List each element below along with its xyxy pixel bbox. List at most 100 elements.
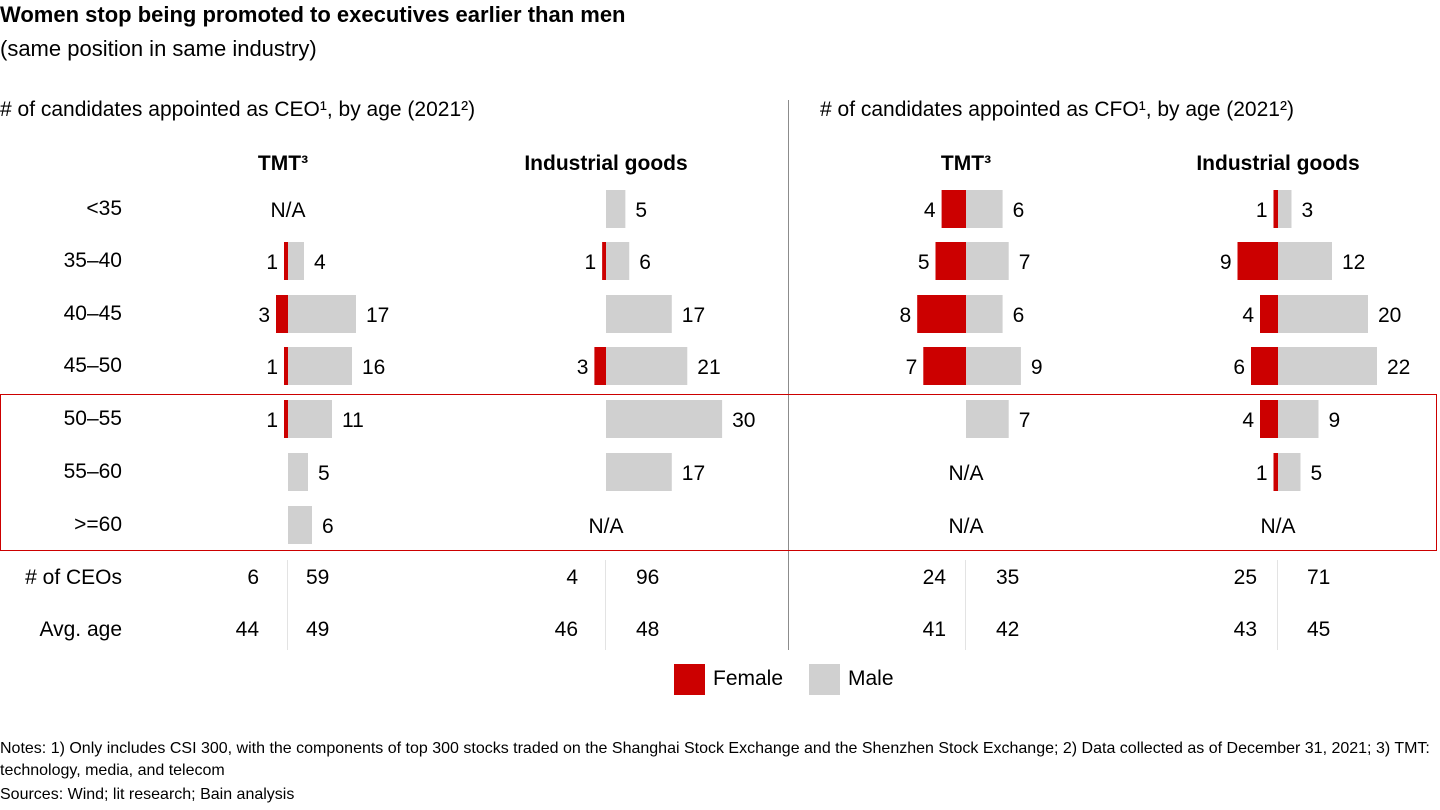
cfo-ind-female-avg: 43 — [1233, 618, 1257, 641]
cfo-industrial-male-value: 3 — [1302, 199, 1314, 222]
cfo-tmt-female-value: 4 — [924, 199, 936, 222]
cfo-industrial-female-value: 1 — [1256, 199, 1268, 222]
ceo-tmt-male-value: 6 — [322, 515, 334, 538]
row-label: 55–60 — [63, 460, 122, 483]
cfo-industrial-female-value: 4 — [1242, 409, 1254, 432]
cfo-tmt-female-count: 24 — [922, 566, 946, 589]
cfo-tmt-male-count: 35 — [996, 566, 1020, 589]
cfo-industrial-male-bar — [1278, 295, 1368, 333]
ceo-industrial-male-value: 17 — [682, 462, 705, 485]
ceo-industrial-male-bar — [606, 242, 630, 280]
ceo-industrial-male-value: 21 — [697, 356, 720, 379]
cfo-tmt-na-label: N/A — [948, 462, 983, 485]
cfo-tmt-female-bar — [923, 347, 966, 385]
cfo-tmt-female-bar — [935, 242, 966, 280]
cfo-ind-male-count: 71 — [1307, 566, 1331, 589]
footnotes: Notes: 1) Only includes CSI 300, with th… — [0, 740, 1430, 779]
ceo-tmt-female-bar — [284, 347, 288, 385]
ceo-industrial-male-bar — [606, 453, 672, 491]
ceo-ind-male-avg: 48 — [636, 618, 660, 641]
cfo-tmt-male-avg: 42 — [996, 618, 1020, 641]
cfo-industrial-female-value: 6 — [1233, 356, 1245, 379]
cfo-industrial-male-value: 22 — [1387, 356, 1410, 379]
cfo-industrial-na-label: N/A — [1260, 515, 1295, 538]
ceo-industrial-female-value: 1 — [584, 251, 596, 274]
cfo-industrial-female-bar — [1237, 242, 1278, 280]
ceo-tmt-male-value: 4 — [314, 251, 326, 274]
cfo-tmt-male-bar — [966, 347, 1021, 385]
ceo-industrial-female-value: 3 — [577, 356, 589, 379]
ceo-tmt-male-bar — [288, 242, 304, 280]
cfo-tmt-male-value: 6 — [1013, 304, 1025, 327]
legend-male-label: Male — [848, 667, 894, 690]
cfo-industrial-female-bar — [1260, 400, 1278, 438]
cfo-industrial-male-bar — [1278, 400, 1319, 438]
cfo-industrial-female-bar — [1251, 347, 1278, 385]
summary-label-count: # of CEOs — [25, 566, 122, 589]
section-divider — [788, 100, 789, 650]
ceo-industrial-male-value: 5 — [635, 199, 647, 222]
ceo-industrial-male-value: 30 — [732, 409, 755, 432]
row-label: <35 — [86, 197, 122, 220]
cfo-industrial-male-value: 5 — [1311, 462, 1323, 485]
row-label: 45–50 — [63, 354, 122, 377]
cfo-industrial-male-bar — [1278, 242, 1332, 280]
ceo-tmt-male-value: 11 — [342, 409, 364, 432]
cfo-tmt-female-bar — [917, 295, 966, 333]
cfo-tmt-female-value: 8 — [900, 304, 912, 327]
cfo-tmt-male-bar — [966, 295, 1003, 333]
ceo-tmt-male-bar — [288, 400, 332, 438]
cfo-industrial-male-value: 9 — [1329, 409, 1341, 432]
cfo-tmt-female-avg: 41 — [922, 618, 946, 641]
ceo-tmt-male-count: 59 — [306, 566, 330, 589]
ceo-industrial-male-value: 17 — [682, 304, 705, 327]
ceo-industrial-male-value: 6 — [639, 251, 651, 274]
cfo-tmt-male-value: 9 — [1031, 356, 1043, 379]
ceo-tmt-female-bar — [276, 295, 288, 333]
ceo-industrial-male-bar — [606, 347, 688, 385]
summary-separator — [605, 560, 606, 650]
ceo-section-title: # of candidates appointed as CEO¹, by ag… — [0, 98, 476, 121]
ceo-industrial-header: Industrial goods — [524, 152, 688, 175]
chart-subtitle: (same position in same industry) — [0, 36, 317, 61]
cfo-industrial-female-bar — [1273, 453, 1278, 491]
cfo-tmt-header: TMT³ — [940, 152, 992, 175]
row-label: 35–40 — [63, 249, 122, 272]
ceo-tmt-female-bar — [284, 242, 288, 280]
cfo-industrial-male-value: 20 — [1378, 304, 1401, 327]
cfo-industrial-female-value: 9 — [1220, 251, 1232, 274]
summary-separator — [1277, 560, 1278, 650]
cfo-section-title: # of candidates appointed as CFO¹, by ag… — [820, 98, 1294, 121]
cfo-ind-female-count: 25 — [1233, 566, 1257, 589]
row-label: 50–55 — [63, 407, 122, 430]
ceo-tmt-female-value: 1 — [266, 409, 278, 432]
ceo-tmt-female-count: 6 — [247, 566, 259, 589]
cfo-tmt-male-value: 7 — [1019, 251, 1031, 274]
ceo-tmt-male-value: 5 — [318, 462, 330, 485]
ceo-tmt-male-bar — [288, 295, 356, 333]
summary-separator — [287, 560, 288, 650]
cfo-tmt-male-value: 6 — [1013, 199, 1025, 222]
ceo-tmt-male-value: 16 — [362, 356, 385, 379]
cfo-industrial-male-value: 12 — [1342, 251, 1365, 274]
ceo-tmt-female-value: 3 — [258, 304, 270, 327]
cfo-tmt-male-bar — [966, 190, 1003, 228]
cfo-tmt-male-bar — [966, 242, 1009, 280]
cfo-industrial-female-value: 4 — [1242, 304, 1254, 327]
cfo-tmt-na-label: N/A — [948, 515, 983, 538]
cfo-tmt-female-value: 7 — [906, 356, 918, 379]
cfo-ind-male-avg: 45 — [1307, 618, 1331, 641]
ceo-tmt-header: TMT³ — [257, 152, 309, 175]
ceo-ind-female-count: 4 — [566, 566, 578, 589]
ceo-tmt-male-bar — [288, 453, 308, 491]
ceo-industrial-male-bar — [606, 400, 723, 438]
ceo-tmt-male-bar — [288, 506, 312, 544]
summary-separator — [965, 560, 966, 650]
ceo-industrial-male-bar — [606, 295, 672, 333]
legend-female-label: Female — [713, 667, 784, 690]
cfo-industrial-female-bar — [1260, 295, 1278, 333]
cfo-tmt-male-value: 7 — [1019, 409, 1031, 432]
cfo-industrial-male-bar — [1278, 453, 1301, 491]
cfo-industrial-male-bar — [1278, 190, 1292, 228]
